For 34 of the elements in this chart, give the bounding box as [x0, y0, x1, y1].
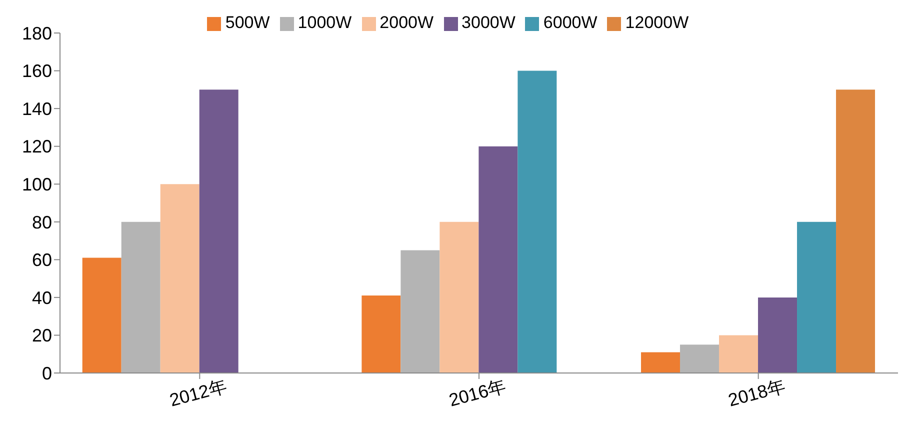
bar: [518, 70, 557, 373]
x-tick-label: 2018年: [726, 376, 788, 410]
bar: [641, 352, 680, 373]
bar: [478, 146, 518, 373]
y-tick-label: 60: [32, 250, 52, 270]
y-tick-label: 120: [22, 136, 52, 157]
bar: [121, 222, 160, 373]
legend-label: 12000W: [625, 13, 689, 32]
bar: [440, 222, 479, 373]
bar: [680, 344, 720, 373]
bar: [160, 184, 200, 373]
legend-label: 2000W: [380, 13, 434, 32]
y-tick-label: 20: [32, 326, 52, 346]
bar: [362, 296, 401, 373]
bar: [719, 335, 758, 373]
bar: [758, 297, 798, 373]
y-tick-label: 40: [32, 288, 52, 308]
bar: [836, 90, 876, 373]
y-tick-label: 0: [42, 363, 52, 384]
y-tick-label: 180: [22, 23, 52, 44]
bar: [400, 250, 440, 373]
y-tick-label: 100: [22, 174, 52, 194]
bar: [199, 90, 238, 373]
legend-label: 500W: [225, 13, 270, 32]
legend-label: 3000W: [462, 13, 516, 32]
bar: [82, 258, 122, 373]
y-tick-label: 140: [22, 98, 52, 119]
legend-label: 1000W: [298, 13, 352, 32]
x-tick-label: 2016年: [446, 376, 508, 410]
y-tick-label: 80: [32, 212, 52, 232]
y-tick-label: 160: [22, 61, 52, 82]
bar: [797, 222, 836, 373]
legend-label: 6000W: [543, 13, 598, 32]
x-tick-label: 2012年: [167, 376, 229, 410]
